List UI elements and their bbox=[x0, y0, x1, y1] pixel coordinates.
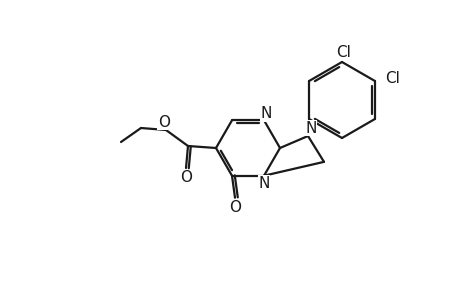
Text: N: N bbox=[305, 121, 316, 136]
Text: O: O bbox=[179, 170, 191, 185]
Text: N: N bbox=[260, 106, 271, 121]
Text: O: O bbox=[157, 115, 170, 130]
Text: N: N bbox=[258, 176, 269, 191]
Text: O: O bbox=[229, 200, 241, 215]
Text: Cl: Cl bbox=[336, 44, 351, 59]
Text: Cl: Cl bbox=[385, 70, 399, 86]
